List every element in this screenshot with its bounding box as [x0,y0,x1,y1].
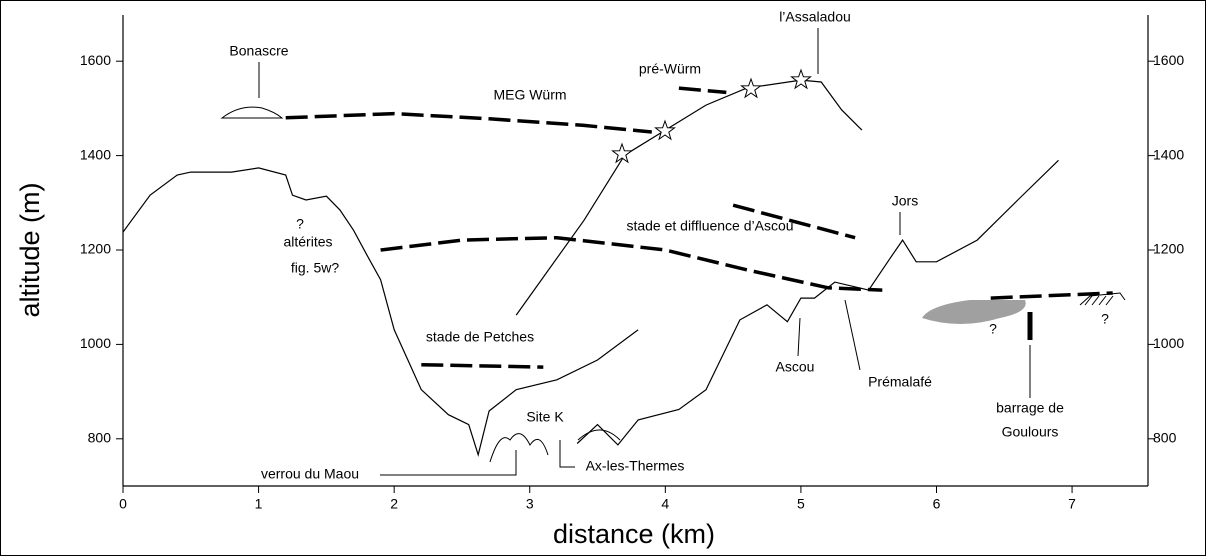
y-tick-label: 1400 [80,146,111,162]
x-tick-label: 0 [119,496,127,512]
annotation: Site K [526,409,564,425]
bedrock-hatch [1079,292,1126,306]
annotation: barrage de [996,400,1064,416]
annotation: ? [989,321,997,337]
star-symbol [790,68,812,90]
dashed-line [380,235,1113,300]
profile-line [515,79,863,316]
annotation: Ascou [776,359,815,375]
x-tick-label: 7 [1068,496,1076,512]
y-axis-label: altitude (m) [15,182,45,317]
y-tick-label: 800 [88,430,112,446]
y-tick-label: 1600 [80,52,111,68]
x-tick-label: 2 [390,496,398,512]
y-tick-label: 1200 [80,241,111,257]
series-label: pré-Würm [639,61,701,77]
annotation: ? [296,216,304,232]
x-tick-label: 3 [526,496,534,512]
annotation: altérites [283,234,332,250]
x-tick-label: 4 [661,496,669,512]
dashed-line [678,86,727,95]
x-tick-label: 1 [255,496,263,512]
profile-line [576,159,1059,446]
y-tick-label: 1000 [80,335,111,351]
annotation: Bonascre [229,43,288,59]
annotation: Prémalafé [868,374,932,390]
x-tick-label: 5 [797,496,805,512]
y2-tick-label: 1000 [1153,335,1184,351]
series-label: stade et diffluence d’Ascou [626,218,793,234]
y2-tick-label: 1400 [1153,146,1184,162]
dashed-line [421,362,544,369]
leader-lines [258,28,1031,476]
annotation: Jors [892,193,918,209]
star-symbol [654,119,676,141]
deposit-patch [922,300,1026,324]
star-symbol [740,77,762,99]
y2-tick-label: 800 [1153,430,1177,446]
deposit [220,106,284,119]
dashed-line [732,203,856,240]
dashed-line [285,111,652,134]
annotation: Ax-les-Thermes [586,458,685,474]
profile-line [122,167,639,458]
series-label: stade de Petches [426,329,534,345]
annotation: ? [1101,311,1109,327]
y2-tick-label: 1200 [1153,241,1184,257]
star-symbol [611,142,633,164]
annotation: l’Assaladou [779,9,851,25]
x-axis-label: distance (km) [553,519,715,549]
annotation: fig. 5w? [291,260,339,276]
annotation: Goulours [1002,424,1059,440]
series-label: MEG Würm [493,87,566,103]
x-tick-label: 6 [933,496,941,512]
y2-tick-label: 1600 [1153,52,1184,68]
annotation: verrou du Maou [261,466,359,482]
